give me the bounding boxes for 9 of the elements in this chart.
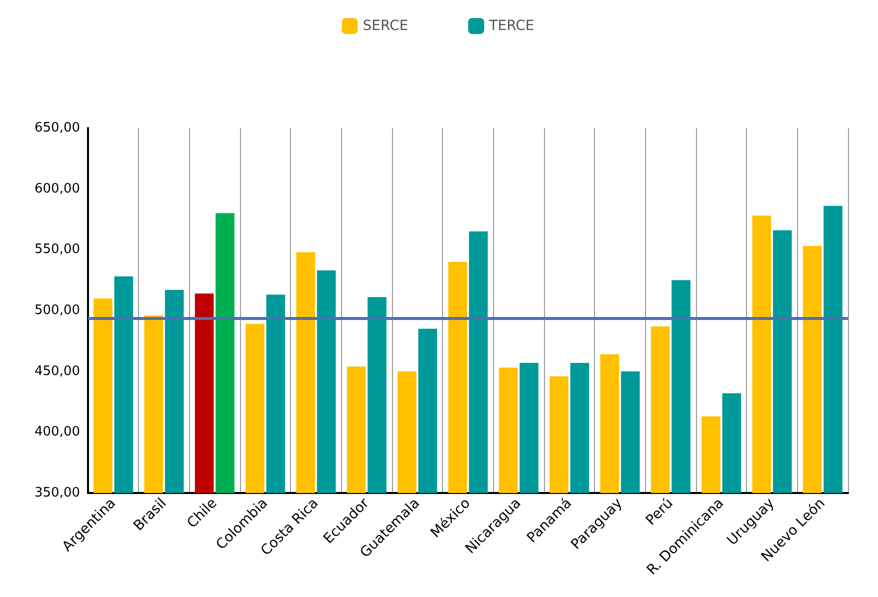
y-tick-label: 450,00 xyxy=(34,364,80,379)
legend-label: TERCE xyxy=(488,18,534,34)
y-tick-label: 650,00 xyxy=(34,120,80,136)
y-tick-label: 350,00 xyxy=(34,486,80,500)
y-tick-label: 600,00 xyxy=(34,181,80,196)
y-tick-label: 400,00 xyxy=(34,424,80,440)
legend-label: SERCE xyxy=(362,18,408,34)
y-tick-label: 550,00 xyxy=(34,242,80,258)
y-tick-label: 500,00 xyxy=(34,303,80,318)
